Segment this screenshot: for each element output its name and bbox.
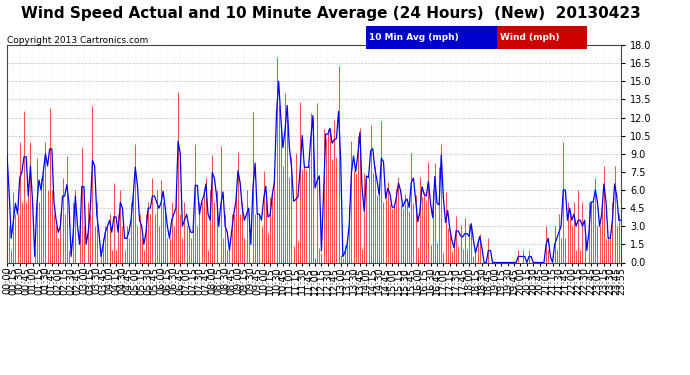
Text: Copyright 2013 Cartronics.com: Copyright 2013 Cartronics.com (7, 36, 148, 45)
Text: Wind (mph): Wind (mph) (500, 33, 560, 42)
Text: Wind Speed Actual and 10 Minute Average (24 Hours)  (New)  20130423: Wind Speed Actual and 10 Minute Average … (21, 6, 641, 21)
Text: 10 Min Avg (mph): 10 Min Avg (mph) (369, 33, 459, 42)
